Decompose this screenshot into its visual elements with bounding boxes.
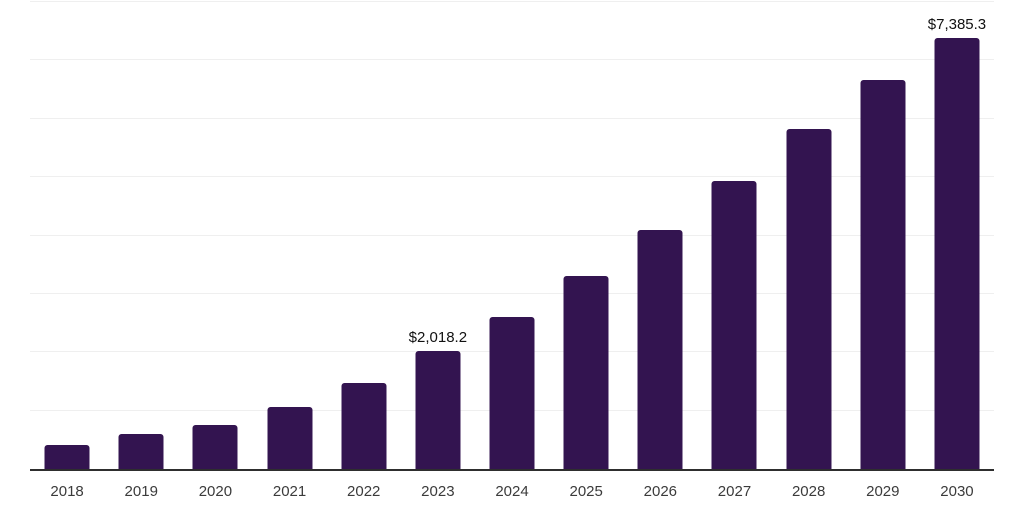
- gridline-3000: [30, 292, 994, 294]
- x-tick-2022: 2022: [347, 483, 381, 500]
- bar-slot-2027: [697, 2, 771, 469]
- gridline-5000: [30, 176, 994, 178]
- bar-2023: [415, 351, 461, 469]
- gridline-8000: [30, 1, 994, 2]
- bar-2022: [341, 382, 387, 469]
- value-label-2023: $2,018.2: [408, 329, 468, 347]
- x-tick-2023: 2023: [421, 483, 455, 500]
- x-tick-2030: 2030: [940, 483, 974, 500]
- bar-slot-2028: [772, 2, 846, 469]
- bar-slot-2025: [549, 2, 623, 469]
- x-tick-2025: 2025: [569, 483, 603, 500]
- gridline-7000: [30, 59, 994, 61]
- bar-2028: [786, 129, 832, 469]
- bar-2024: [489, 317, 535, 469]
- x-tick-2019: 2019: [124, 483, 158, 500]
- bar-slot-2021: [252, 2, 326, 469]
- bar-slot-2022: [327, 2, 401, 469]
- bar-2027: [711, 180, 757, 469]
- bar-2029: [860, 80, 906, 469]
- x-tick-2029: 2029: [866, 483, 900, 500]
- bar-slot-2019: [104, 2, 178, 469]
- bar-slot-2024: [475, 2, 549, 469]
- x-tick-2024: 2024: [495, 483, 529, 500]
- bar-2018: [44, 445, 90, 469]
- x-tick-2028: 2028: [791, 483, 826, 500]
- x-tick-2026: 2026: [643, 483, 678, 500]
- x-tick-2018: 2018: [50, 483, 84, 500]
- bar-2020: [192, 424, 238, 469]
- x-tick-2027: 2027: [717, 483, 752, 500]
- bar-slot-2018: [30, 2, 104, 469]
- bar-slot-2029: [846, 2, 920, 469]
- x-axis-labels: 2018 2019 2020 2021 2022 2023 2024 2025 2026 2027…: [30, 483, 994, 500]
- bar-2019: [118, 433, 164, 469]
- bar-slot-2020: [178, 2, 252, 469]
- bar-2025: [563, 275, 609, 469]
- bar-2026: [637, 229, 683, 469]
- value-label-2030: $7,385.3: [927, 15, 987, 33]
- x-tick-2021: 2021: [272, 483, 307, 500]
- x-tick-2020: 2020: [198, 483, 233, 500]
- bar-2021: [267, 407, 313, 469]
- bar-slot-2026: [623, 2, 697, 469]
- bar-2030: [934, 37, 980, 469]
- gridline-4000: [30, 234, 994, 236]
- plot-area: $2,018.2 $7,385.3: [30, 1, 994, 471]
- bar-slot-2030: $7,385.3: [920, 2, 994, 469]
- bar-slot-2023: $2,018.2: [401, 2, 475, 469]
- gridline-6000: [30, 117, 994, 119]
- bars-row: $2,018.2 $7,385.3: [30, 2, 994, 469]
